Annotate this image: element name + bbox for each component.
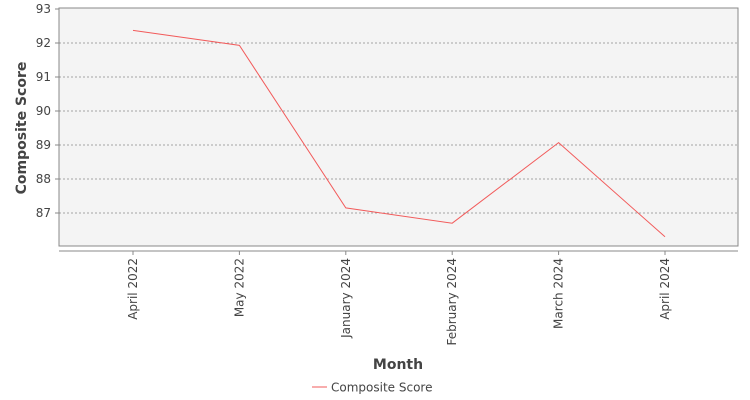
y-tick-label: 93 bbox=[36, 2, 51, 16]
legend: Composite Score bbox=[312, 381, 432, 395]
gridlines bbox=[59, 42, 738, 214]
y-tick-label: 87 bbox=[36, 206, 51, 220]
x-tick-label: May 2022 bbox=[232, 258, 246, 317]
x-tick-label: February 2024 bbox=[445, 258, 459, 346]
x-axis-title: Month bbox=[373, 357, 423, 373]
legend-label: Composite Score bbox=[331, 381, 432, 395]
x-tick-label: January 2024 bbox=[339, 258, 353, 339]
y-tick-label: 89 bbox=[36, 138, 51, 152]
x-tick-label: April 2022 bbox=[126, 258, 140, 320]
y-axis-title: Composite Score bbox=[14, 62, 30, 195]
y-tick-label: 92 bbox=[36, 36, 51, 50]
plot-area bbox=[58, 7, 739, 247]
y-tick-label: 91 bbox=[36, 70, 51, 84]
x-tick-label: April 2024 bbox=[658, 258, 672, 320]
series-group bbox=[132, 29, 666, 238]
y-tick-label: 88 bbox=[36, 172, 51, 186]
y-tick-label: 90 bbox=[36, 104, 51, 118]
x-tick-label: March 2024 bbox=[552, 258, 566, 329]
y-axis-ticks: 87 88 89 90 91 92 93 bbox=[36, 2, 59, 220]
x-axis-ticks: April 2022 May 2022 January 2024 February 2… bbox=[126, 251, 672, 346]
series-line bbox=[132, 29, 666, 238]
